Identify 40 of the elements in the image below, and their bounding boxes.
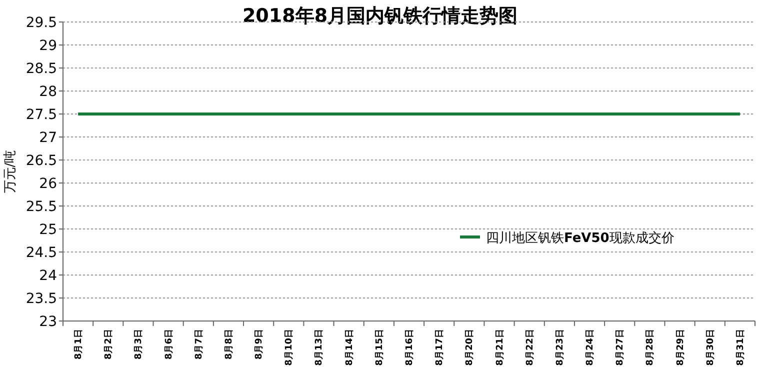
x-tick-label: 8月21日: [494, 329, 506, 366]
x-tick-label: 8月31日: [734, 329, 746, 366]
x-tick-label: 8月24日: [584, 329, 596, 366]
x-tick-label: 8月28日: [644, 329, 656, 366]
x-tick-label: 8月14日: [344, 329, 355, 366]
y-tick-label: 24.5: [26, 245, 57, 261]
y-tick-label: 25.5: [26, 199, 57, 215]
y-tick-label: 24: [39, 268, 58, 284]
y-tick-label: 29.5: [26, 15, 57, 31]
x-tick-label: 8月29日: [674, 329, 686, 366]
y-tick-label: 28.5: [26, 61, 57, 77]
x-tick-label: 8月10日: [284, 329, 295, 366]
x-tick-label: 8月1日: [73, 329, 84, 360]
y-tick-label: 27: [39, 130, 57, 146]
x-tick-label: 8月17日: [434, 329, 446, 366]
y-tick-label: 27.5: [26, 107, 57, 123]
x-tick-label: 8月30日: [704, 329, 716, 366]
x-tick-label: 8月3日: [133, 329, 144, 360]
y-axis-title: 万元/吨: [3, 150, 18, 194]
y-tick-label: 26: [39, 176, 58, 192]
x-tick-label: 8月16日: [404, 329, 415, 366]
y-tick-label: 23: [39, 314, 57, 330]
x-tick-label: 8月9日: [254, 329, 265, 360]
x-tick-label: 8月22日: [524, 329, 536, 366]
x-tick-label: 8月2日: [103, 329, 114, 360]
x-tick-label: 8月20日: [464, 329, 476, 366]
x-tick-label: 8月6日: [163, 329, 174, 360]
y-tick-label: 29: [39, 38, 57, 54]
x-tick-label: 8月13日: [314, 329, 325, 366]
x-tick-label: 8月27日: [614, 329, 626, 366]
y-tick-label: 28: [39, 84, 57, 100]
x-tick-label: 8月8日: [223, 329, 234, 360]
chart-title: 2018年8月国内钒铁行情走势图: [242, 5, 518, 27]
y-tick-label: 23.5: [26, 291, 57, 307]
x-tick-label: 8月23日: [554, 329, 566, 366]
legend-label: 四川地区钒铁FeV50现款成交价: [486, 230, 674, 246]
x-tick-label: 8月7日: [193, 329, 204, 360]
y-tick-label: 25: [39, 222, 57, 238]
y-tick-label: 26.5: [26, 153, 57, 169]
x-tick-label: 8月15日: [374, 329, 385, 366]
